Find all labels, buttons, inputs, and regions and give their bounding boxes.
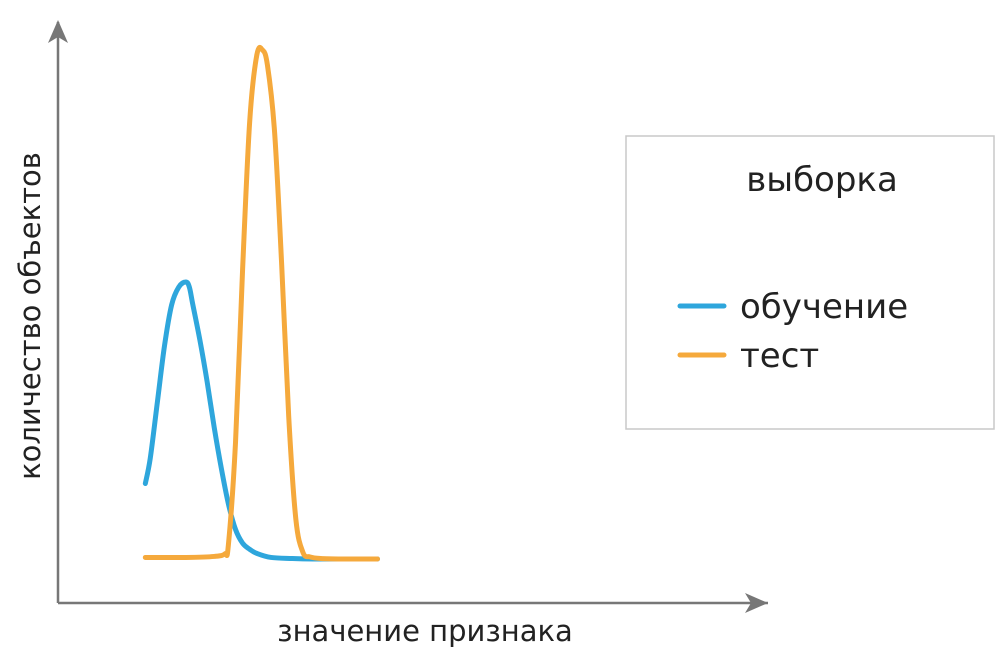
legend: выборка обучение тест [625,135,995,430]
series-layer [142,44,380,562]
legend-label-train: обучение [740,287,908,327]
series-line-train [142,279,380,562]
legend-box [625,135,995,430]
legend-label-test: тест [740,336,819,376]
y-axis-label: количество объектов [13,152,47,480]
series-line-test [142,44,380,562]
y-axis-arrow-icon [48,20,68,43]
x-axis-arrow-icon [745,593,768,613]
legend-title: выборка [746,160,898,200]
x-axis-label: значение признака [277,614,573,648]
